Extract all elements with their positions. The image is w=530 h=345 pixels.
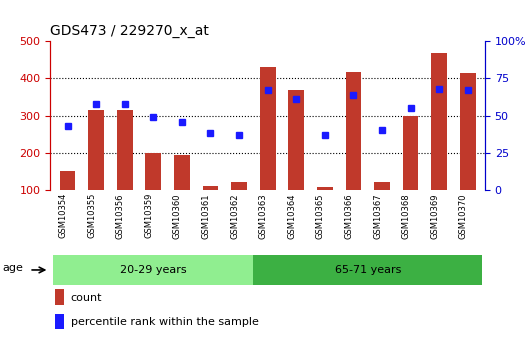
Bar: [145, 154, 161, 190]
Bar: [288, 90, 304, 190]
Text: GSM10364: GSM10364: [287, 193, 296, 238]
Bar: [60, 171, 75, 190]
Text: GSM10369: GSM10369: [430, 193, 439, 238]
Text: GDS473 / 229270_x_at: GDS473 / 229270_x_at: [50, 23, 209, 38]
Bar: [460, 73, 475, 190]
Text: GSM10363: GSM10363: [259, 193, 268, 239]
Bar: [403, 116, 419, 190]
Text: GSM10356: GSM10356: [116, 193, 125, 238]
Bar: [174, 155, 190, 190]
Bar: [55, 314, 64, 329]
Bar: [231, 181, 247, 190]
Bar: [431, 53, 447, 190]
Bar: [117, 110, 132, 190]
Bar: [202, 186, 218, 190]
Text: 20-29 years: 20-29 years: [120, 265, 187, 275]
Text: GSM10366: GSM10366: [344, 193, 354, 239]
Text: count: count: [71, 293, 102, 303]
Text: GSM10362: GSM10362: [230, 193, 239, 238]
Text: percentile rank within the sample: percentile rank within the sample: [71, 317, 259, 327]
Bar: [88, 110, 104, 190]
Text: age: age: [3, 264, 23, 274]
Text: GSM10354: GSM10354: [58, 193, 67, 238]
Text: GSM10361: GSM10361: [201, 193, 210, 238]
Text: GSM10359: GSM10359: [144, 193, 153, 238]
Bar: [346, 72, 361, 190]
Bar: [374, 182, 390, 190]
Bar: [317, 187, 333, 190]
Bar: [53, 255, 253, 285]
Bar: [253, 255, 482, 285]
Bar: [260, 67, 276, 190]
Text: GSM10360: GSM10360: [173, 193, 182, 238]
Text: GSM10365: GSM10365: [316, 193, 325, 238]
Bar: [55, 289, 64, 305]
Text: 65-71 years: 65-71 years: [334, 265, 401, 275]
Text: GSM10367: GSM10367: [373, 193, 382, 239]
Text: GSM10355: GSM10355: [87, 193, 96, 238]
Text: GSM10370: GSM10370: [459, 193, 468, 238]
Text: GSM10368: GSM10368: [402, 193, 411, 239]
